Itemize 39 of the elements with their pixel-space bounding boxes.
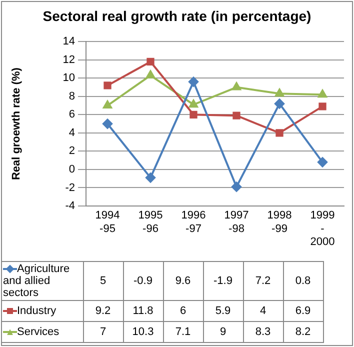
y-tick-label: 14 <box>62 36 75 48</box>
y-tick-label: 4 <box>68 126 75 139</box>
x-tick-label: 1997 -98 <box>224 210 249 235</box>
data-label: 9.6 <box>163 262 203 300</box>
data-label: 5 <box>83 262 123 300</box>
y-tick-label: 10 <box>62 72 75 84</box>
data-label: 8.2 <box>283 322 323 342</box>
data-label: -0.9 <box>123 262 163 300</box>
y-tick-label: -2 <box>65 182 75 194</box>
chart-title: Sectoral real growth rate (in percentage) <box>42 8 312 24</box>
y-tick-label: 8 <box>68 90 75 102</box>
x-tick-label: 1995 -96 <box>138 210 163 235</box>
y-tick-label: 2 <box>68 145 75 158</box>
y-tick-label: -4 <box>65 200 75 212</box>
legend-label: Agriculture and allied sectors <box>2 262 83 300</box>
y-tick-label: 6 <box>68 108 75 121</box>
data-label: 9 <box>203 322 243 342</box>
data-label: 4 <box>243 300 283 322</box>
x-tick-label: 1998 -99 <box>267 210 292 235</box>
data-label: 10.3 <box>123 322 163 342</box>
data-label: 9.2 <box>83 300 123 322</box>
y-tick-label: 0 <box>68 164 75 176</box>
data-label: 7.2 <box>243 262 283 300</box>
data-label: 7 <box>83 322 123 342</box>
legend-label: Industry <box>2 300 83 322</box>
data-label: -1.9 <box>203 262 243 300</box>
x-tick-label: 1996 -97 <box>181 210 206 235</box>
data-label: 6 <box>163 300 203 322</box>
x-tick-label: 1994 -95 <box>95 210 120 235</box>
legend-label: Services <box>2 322 83 342</box>
data-label: 7.1 <box>163 322 203 342</box>
data-label: 6.9 <box>283 300 323 322</box>
data-label: 0.8 <box>283 262 323 300</box>
data-label: 8.3 <box>243 322 283 342</box>
data-label: 11.8 <box>123 300 163 322</box>
data-label: 5.9 <box>203 300 243 322</box>
y-axis-title: Real groewth rate (%) <box>10 67 23 180</box>
x-tick-label: 1999 - 2000 <box>310 210 335 248</box>
y-tick-label: 12 <box>62 54 75 66</box>
